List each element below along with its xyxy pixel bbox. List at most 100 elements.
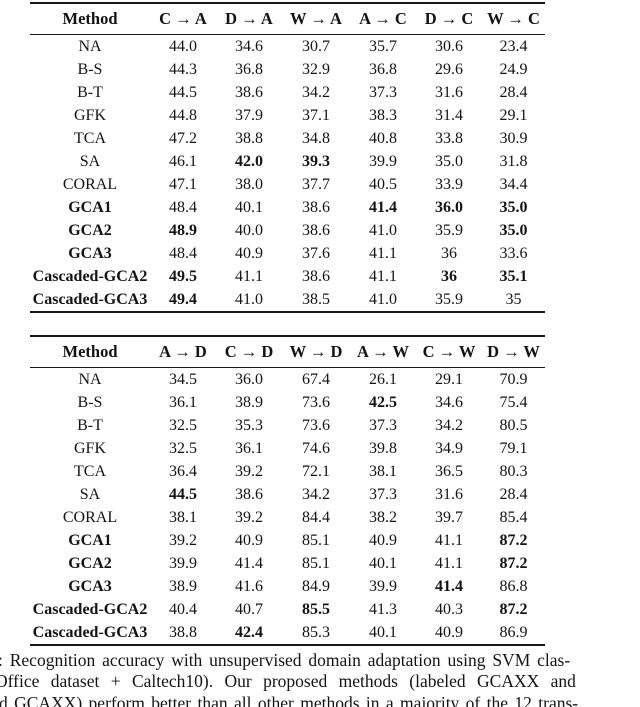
method-cell: GCA2 [68, 555, 112, 572]
value-cell: 74.6 [302, 440, 330, 457]
table-row: GCA1 48.4 40.1 38.6 41.4 36.0 35.0 [30, 196, 545, 219]
value-cell: 33.6 [499, 245, 528, 262]
table-row: GCA3 38.9 41.6 84.9 39.9 41.4 86.8 [30, 575, 545, 598]
value-cell: 41.1 [369, 268, 397, 285]
value-cell: 32.9 [302, 61, 330, 78]
value-cell: 41.0 [235, 291, 263, 308]
table-row: NA 34.5 36.0 67.4 26.1 29.1 70.9 [30, 368, 545, 392]
col-header-method: Method [30, 336, 150, 368]
value-cell: 37.3 [369, 84, 397, 101]
table-row: B-S 36.1 38.9 73.6 42.5 34.6 75.4 [30, 391, 545, 414]
value-cell: 39.9 [369, 153, 397, 170]
value-cell: 39.9 [169, 555, 197, 572]
value-cell: 73.6 [302, 394, 330, 411]
value-cell: 40.9 [369, 532, 397, 549]
value-cell: 33.8 [435, 130, 463, 147]
value-cell: 38.2 [369, 509, 397, 526]
method-cell: GCA1 [68, 199, 112, 216]
value-cell: 32.5 [169, 417, 197, 434]
col-header-domain-shift: A → C [350, 3, 416, 35]
method-cell: CORAL [62, 176, 118, 193]
col-header-domain-shift: C → W [416, 336, 482, 368]
value-cell: 36.8 [369, 61, 397, 78]
value-cell: 38.6 [302, 268, 330, 285]
value-cell: 47.1 [169, 176, 197, 193]
value-cell: 42.0 [235, 153, 263, 170]
value-cell: 75.4 [499, 394, 528, 411]
value-cell: 37.1 [302, 107, 330, 124]
value-cell: 38.1 [169, 509, 197, 526]
value-cell: 40.5 [369, 176, 397, 193]
value-cell: 41.4 [235, 555, 263, 572]
col-header-domain-shift: D → C [416, 3, 482, 35]
value-cell: 44.5 [169, 84, 197, 101]
value-cell: 29.1 [499, 107, 528, 124]
value-cell: 34.9 [435, 440, 463, 457]
value-cell: 35.7 [369, 38, 397, 55]
value-cell: 31.6 [435, 486, 463, 503]
value-cell: 36 [441, 245, 457, 262]
table-row: SA 46.1 42.0 39.3 39.9 35.0 31.8 [30, 150, 545, 173]
table-row: Cascaded-GCA3 49.4 41.0 38.5 41.0 35.9 35 [30, 288, 545, 312]
value-cell: 44.3 [169, 61, 197, 78]
value-cell: 36.0 [235, 371, 263, 388]
value-cell: 39.9 [369, 578, 397, 595]
method-cell: GCA3 [68, 578, 112, 595]
value-cell: 72.1 [302, 463, 330, 480]
method-cell: Cascaded-GCA2 [32, 268, 148, 285]
method-cell: GCA3 [68, 245, 112, 262]
table-row: TCA 47.2 38.8 34.8 40.8 33.8 30.9 [30, 127, 545, 150]
value-cell: 34.2 [302, 486, 330, 503]
value-cell: 47.2 [169, 130, 197, 147]
value-cell: 36.8 [235, 61, 263, 78]
value-cell: 42.5 [369, 394, 397, 411]
value-cell: 80.5 [499, 417, 528, 434]
value-cell: 37.3 [369, 486, 397, 503]
value-cell: 85.4 [499, 509, 528, 526]
value-cell: 41.1 [235, 268, 263, 285]
value-cell: 36.1 [235, 440, 263, 457]
value-cell: 40.9 [235, 532, 263, 549]
value-cell: 32.5 [169, 440, 197, 457]
table-row: CORAL 38.1 39.2 84.4 38.2 39.7 85.4 [30, 506, 545, 529]
value-cell: 41.4 [369, 199, 397, 216]
value-cell: 40.9 [435, 624, 463, 641]
method-cell: GCA2 [68, 222, 112, 239]
method-cell: GFK [73, 107, 106, 124]
method-cell: NA [78, 371, 102, 388]
value-cell: 34.2 [302, 84, 330, 101]
value-cell: 79.1 [499, 440, 528, 457]
value-cell: 36.5 [435, 463, 463, 480]
value-cell: 35.0 [499, 199, 528, 216]
value-cell: 48.4 [169, 199, 197, 216]
value-cell: 31.8 [499, 153, 528, 170]
value-cell: 35.3 [235, 417, 263, 434]
method-cell: GFK [73, 440, 106, 457]
value-cell: 39.2 [169, 532, 197, 549]
table-row: NA 44.0 34.6 30.7 35.7 30.6 23.4 [30, 35, 545, 59]
table-row: GCA2 39.9 41.4 85.1 40.1 41.1 87.2 [30, 552, 545, 575]
method-cell: GCA1 [68, 532, 112, 549]
value-cell: 41.1 [435, 532, 463, 549]
table-row: GCA2 48.9 40.0 38.6 41.0 35.9 35.0 [30, 219, 545, 242]
value-cell: 49.5 [169, 268, 197, 285]
table-row: Cascaded-GCA2 40.4 40.7 85.5 41.3 40.3 87.2 [30, 598, 545, 621]
value-cell: 36 [441, 268, 457, 285]
col-header-method: Method [30, 3, 150, 35]
value-cell: 39.2 [235, 463, 263, 480]
method-cell: B-T [77, 84, 103, 101]
value-cell: 40.0 [235, 222, 263, 239]
value-cell: 38.6 [302, 199, 330, 216]
value-cell: 37.6 [302, 245, 330, 262]
table-row: B-T 32.5 35.3 73.6 37.3 34.2 80.5 [30, 414, 545, 437]
value-cell: 38.1 [369, 463, 397, 480]
value-cell: 39.8 [369, 440, 397, 457]
value-cell: 80.3 [499, 463, 528, 480]
value-cell: 41.4 [435, 578, 463, 595]
value-cell: 30.6 [435, 38, 463, 55]
value-cell: 87.2 [499, 532, 528, 549]
value-cell: 38.9 [235, 394, 263, 411]
value-cell: 39.3 [302, 153, 330, 170]
table-row: Cascaded-GCA2 49.5 41.1 38.6 41.1 36 35.1 [30, 265, 545, 288]
